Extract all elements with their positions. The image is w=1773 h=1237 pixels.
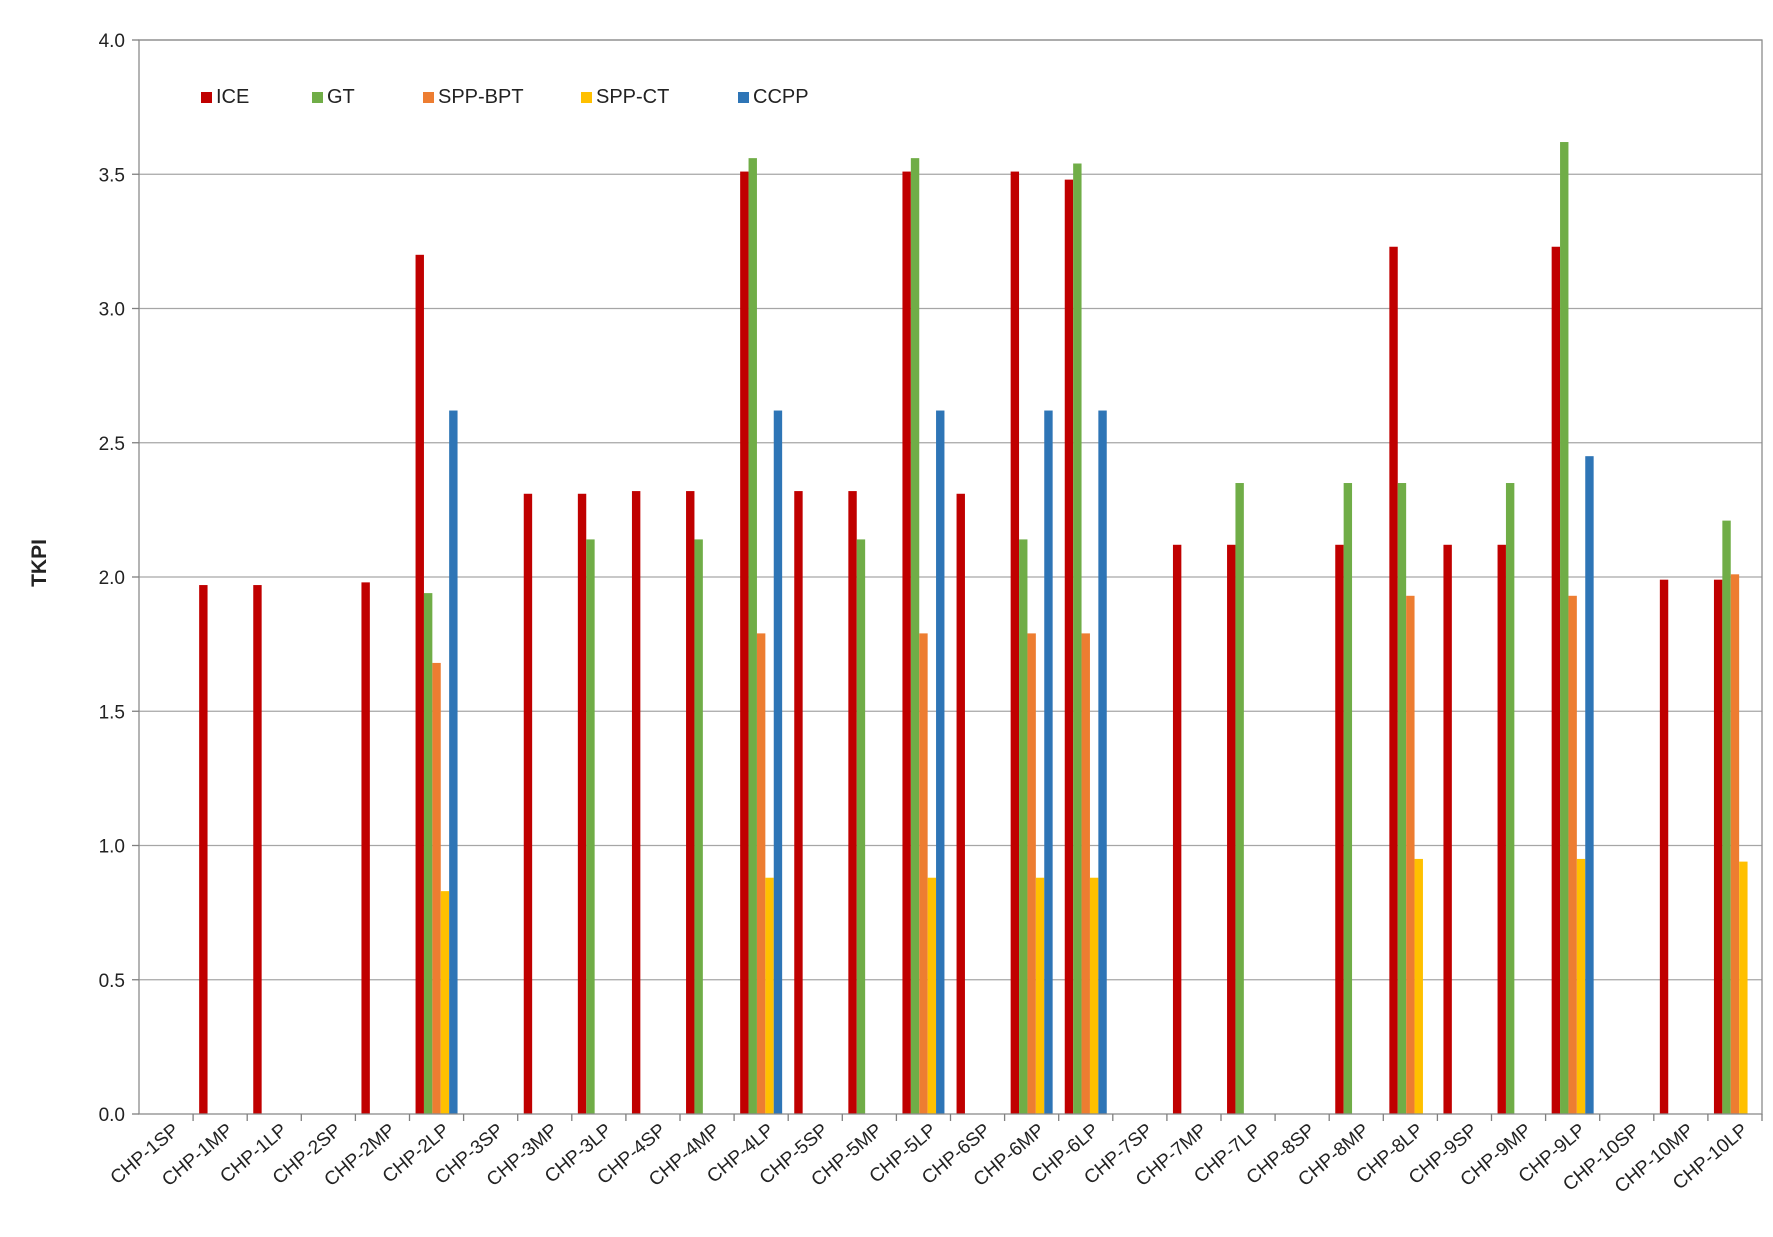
bar-ice-chp-8lp	[1389, 246, 1398, 1114]
legend-label-ccpp: CCPP	[753, 86, 809, 108]
bar-gt-chp-7lp	[1235, 483, 1244, 1114]
legend-label-ice: ICE	[216, 86, 249, 108]
bar-ice-chp-6lp	[1064, 179, 1074, 1114]
bar-ice-chp-5lp	[902, 171, 911, 1114]
bar-spp-ct-chp-9lp	[1576, 858, 1586, 1114]
bar-spp-bpt-chp-9lp	[1568, 595, 1577, 1114]
bar-ice-chp-8mp	[1335, 544, 1344, 1114]
bar-gt-chp-4lp	[748, 158, 757, 1114]
bar-gt-chp-5lp	[910, 158, 920, 1114]
bar-ice-chp-9mp	[1497, 544, 1506, 1114]
bar-ice-chp-6mp	[1010, 171, 1020, 1114]
bar-gt-chp-4mp	[694, 539, 703, 1114]
bar-spp-bpt-chp-8lp	[1406, 595, 1415, 1114]
bars	[199, 142, 1748, 1115]
y-tick-label: 4.0	[99, 31, 125, 52]
bar-spp-ct-chp-2lp	[440, 891, 450, 1114]
legend-label-spp-bpt: SPP-BPT	[438, 86, 524, 108]
bar-ice-chp-10mp	[1659, 579, 1669, 1114]
bar-gt-chp-8mp	[1343, 483, 1353, 1114]
bar-gt-chp-10lp	[1722, 520, 1731, 1114]
bar-ice-chp-7mp	[1172, 544, 1182, 1114]
y-tick-label: 3.0	[99, 300, 125, 321]
y-axis-label: TKPI	[28, 539, 51, 587]
bar-gt-chp-9mp	[1505, 483, 1515, 1114]
legend-swatch-gt	[312, 92, 323, 103]
bar-ice-chp-5sp	[794, 491, 803, 1115]
y-tick-label: 1.0	[99, 837, 125, 858]
y-axis-ticks: 0.0 0.5 1.0 1.5 2.0 2.5 3.0 3.5 4.0	[99, 31, 139, 1126]
bar-ice-chp-2mp	[361, 582, 370, 1114]
bar-ice-chp-5mp	[848, 491, 857, 1115]
bar-spp-ct-chp-6mp	[1035, 877, 1045, 1114]
bar-spp-ct-chp-5lp	[927, 877, 937, 1114]
bar-ccpp-chp-5lp	[936, 410, 945, 1114]
bar-spp-bpt-chp-4lp	[756, 633, 766, 1114]
bar-gt-chp-8lp	[1397, 483, 1407, 1114]
bar-spp-ct-chp-4lp	[765, 877, 774, 1114]
bar-spp-ct-chp-6lp	[1089, 877, 1099, 1114]
grid-lines	[139, 39, 1762, 981]
bar-ccpp-chp-6mp	[1044, 410, 1053, 1114]
y-tick-label: 3.5	[99, 165, 125, 186]
bar-ice-chp-3lp	[577, 493, 587, 1114]
bar-ice-chp-1lp	[253, 585, 262, 1114]
y-tick-label: 1.5	[99, 702, 125, 723]
bar-spp-bpt-chp-5lp	[919, 633, 928, 1114]
bar-spp-bpt-chp-6lp	[1081, 633, 1090, 1114]
bar-spp-ct-chp-8lp	[1414, 858, 1423, 1114]
legend-swatch-ice	[201, 92, 212, 103]
bar-ccpp-chp-4lp	[773, 410, 783, 1114]
legend-label-gt: GT	[327, 86, 355, 108]
legend-label-spp-ct: SPP-CT	[596, 86, 669, 108]
bar-ice-chp-2lp	[415, 254, 424, 1115]
bar-ice-chp-9sp	[1443, 544, 1452, 1114]
y-tick-label: 0.0	[99, 1105, 125, 1126]
legend-swatch-spp-ct	[581, 92, 592, 103]
bar-spp-bpt-chp-6mp	[1027, 633, 1036, 1114]
legend-swatch-spp-bpt	[423, 92, 434, 103]
bar-spp-bpt-chp-2lp	[432, 662, 441, 1114]
bar-ccpp-chp-2lp	[449, 410, 458, 1114]
bar-spp-bpt-chp-10lp	[1730, 574, 1740, 1114]
bar-gt-chp-9lp	[1560, 142, 1569, 1114]
legend-swatch-ccpp	[738, 92, 749, 103]
bar-gt-chp-3lp	[586, 539, 595, 1114]
bar-ice-chp-7lp	[1227, 544, 1236, 1114]
x-axis-ticks: CHP-1SPCHP-1MPCHP-1LPCHP-2SPCHP-2MPCHP-2…	[107, 1114, 1763, 1198]
bar-ice-chp-10lp	[1713, 579, 1723, 1114]
bar-ccpp-chp-9lp	[1585, 456, 1594, 1114]
y-tick-label: 2.5	[99, 434, 125, 455]
bar-gt-chp-6lp	[1073, 163, 1082, 1114]
bar-ice-chp-1mp	[199, 585, 208, 1114]
bar-ice-chp-3mp	[523, 493, 533, 1114]
bar-ice-chp-4mp	[686, 491, 695, 1115]
bar-gt-chp-5mp	[856, 539, 866, 1114]
bar-gt-chp-2lp	[423, 593, 433, 1114]
bar-ice-chp-6sp	[956, 493, 965, 1114]
legend: ICE GT SPP-BPT SPP-CT CCPP	[201, 86, 809, 108]
y-tick-label: 2.0	[99, 568, 125, 589]
bar-gt-chp-6mp	[1019, 539, 1028, 1114]
bar-ccpp-chp-6lp	[1098, 410, 1107, 1114]
bar-ice-chp-4lp	[740, 171, 749, 1114]
y-tick-label: 0.5	[99, 971, 125, 992]
bar-spp-ct-chp-10lp	[1739, 861, 1748, 1114]
bar-ice-chp-9lp	[1551, 246, 1561, 1114]
bar-ice-chp-4sp	[631, 491, 641, 1115]
